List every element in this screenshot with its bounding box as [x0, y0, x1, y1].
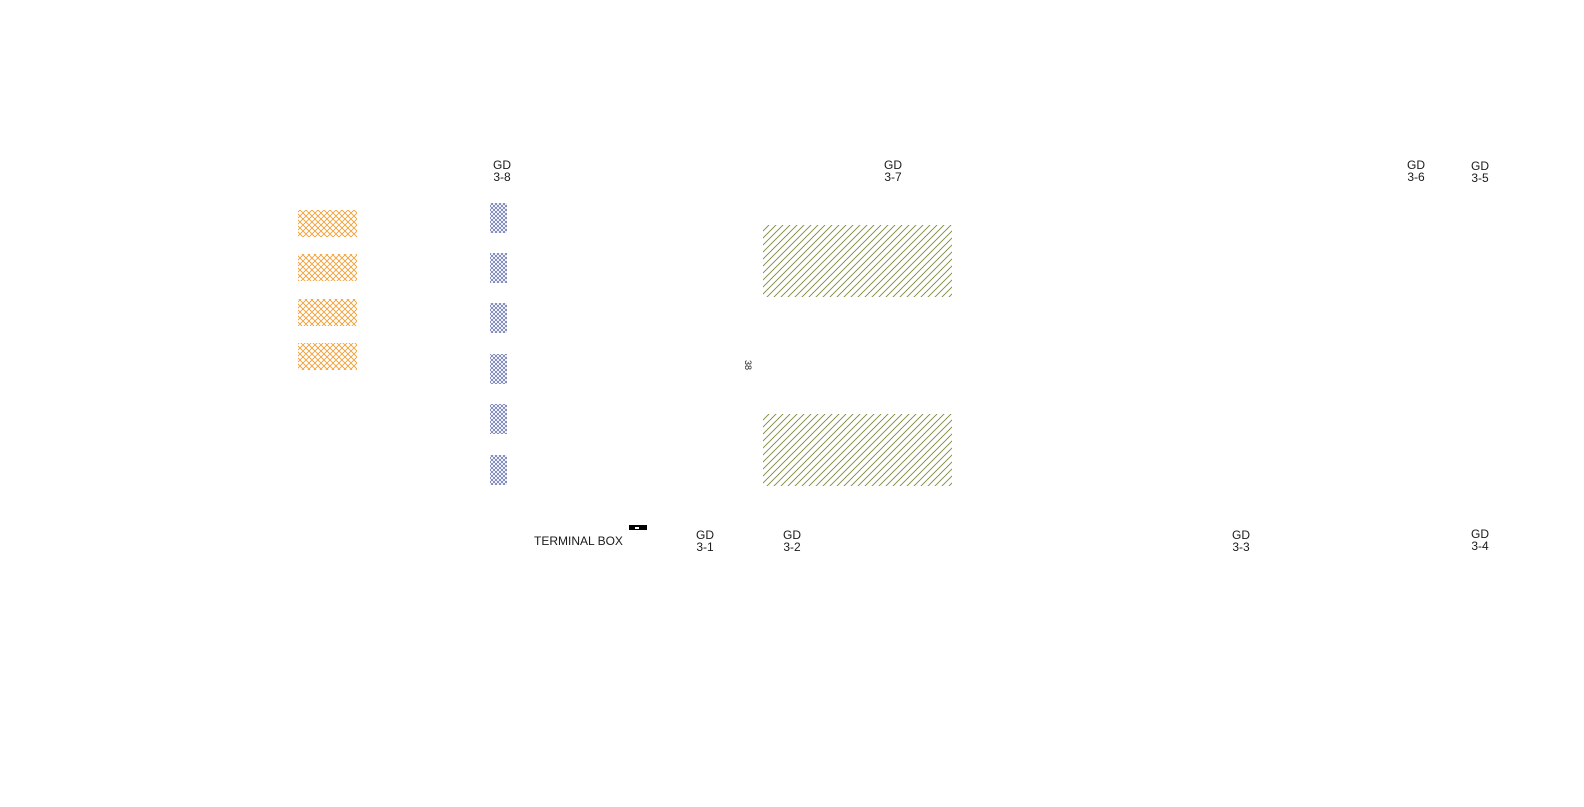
blue-hatch-block	[490, 303, 507, 333]
grid-label-top: GD	[1471, 159, 1489, 173]
grid-label-gd-3-5: GD 3-5	[1471, 159, 1489, 185]
grid-label-gd-3-2: GD 3-2	[783, 528, 801, 554]
grid-label-gd-3-8: GD 3-8	[493, 158, 511, 184]
grid-label-gd-3-4: GD 3-4	[1471, 527, 1489, 553]
orange-hatch-block	[298, 343, 357, 370]
grid-label-top: GD	[696, 528, 714, 542]
grid-label-top: GD	[493, 158, 511, 172]
grid-label-top: GD	[1232, 528, 1250, 542]
blue-hatch-group	[490, 203, 507, 485]
orange-hatch-block	[298, 299, 357, 326]
grid-label-gd-3-1: GD 3-1	[696, 528, 714, 554]
vertical-tag: 38	[743, 360, 753, 370]
orange-hatch-block	[298, 254, 357, 281]
grid-label-bottom: 3-4	[1471, 539, 1489, 553]
blue-hatch-block	[490, 253, 507, 283]
grid-label-bottom: 3-6	[1407, 170, 1425, 184]
grid-label-bottom: 3-3	[1232, 540, 1250, 554]
grid-label-bottom: 3-2	[783, 540, 801, 554]
blue-hatch-block	[490, 455, 507, 485]
terminal-box-notch	[635, 527, 639, 529]
grid-label-gd-3-7: GD 3-7	[884, 158, 902, 184]
grid-label-gd-3-6: GD 3-6	[1407, 158, 1425, 184]
grid-label-top: GD	[884, 158, 902, 172]
orange-hatch-group	[298, 210, 357, 370]
olive-hatch-block-bottom	[763, 414, 952, 486]
grid-label-bottom: 3-8	[493, 170, 511, 184]
grid-label-gd-3-3: GD 3-3	[1232, 528, 1250, 554]
grid-label-top: GD	[1471, 527, 1489, 541]
blue-hatch-block	[490, 354, 507, 384]
blue-hatch-block	[490, 203, 507, 233]
grid-label-bottom: 3-1	[696, 540, 714, 554]
grid-label-bottom: 3-7	[884, 170, 902, 184]
grid-label-top: GD	[783, 528, 801, 542]
terminal-box: TERMINAL BOX	[534, 525, 647, 548]
grid-label-bottom: 3-5	[1471, 171, 1489, 185]
olive-hatch-group	[763, 225, 952, 486]
grid-label-top: GD	[1407, 158, 1425, 172]
orange-hatch-block	[298, 210, 357, 237]
blue-hatch-block	[490, 404, 507, 434]
olive-hatch-block-top	[763, 225, 952, 297]
terminal-box-label: TERMINAL BOX	[534, 534, 623, 548]
